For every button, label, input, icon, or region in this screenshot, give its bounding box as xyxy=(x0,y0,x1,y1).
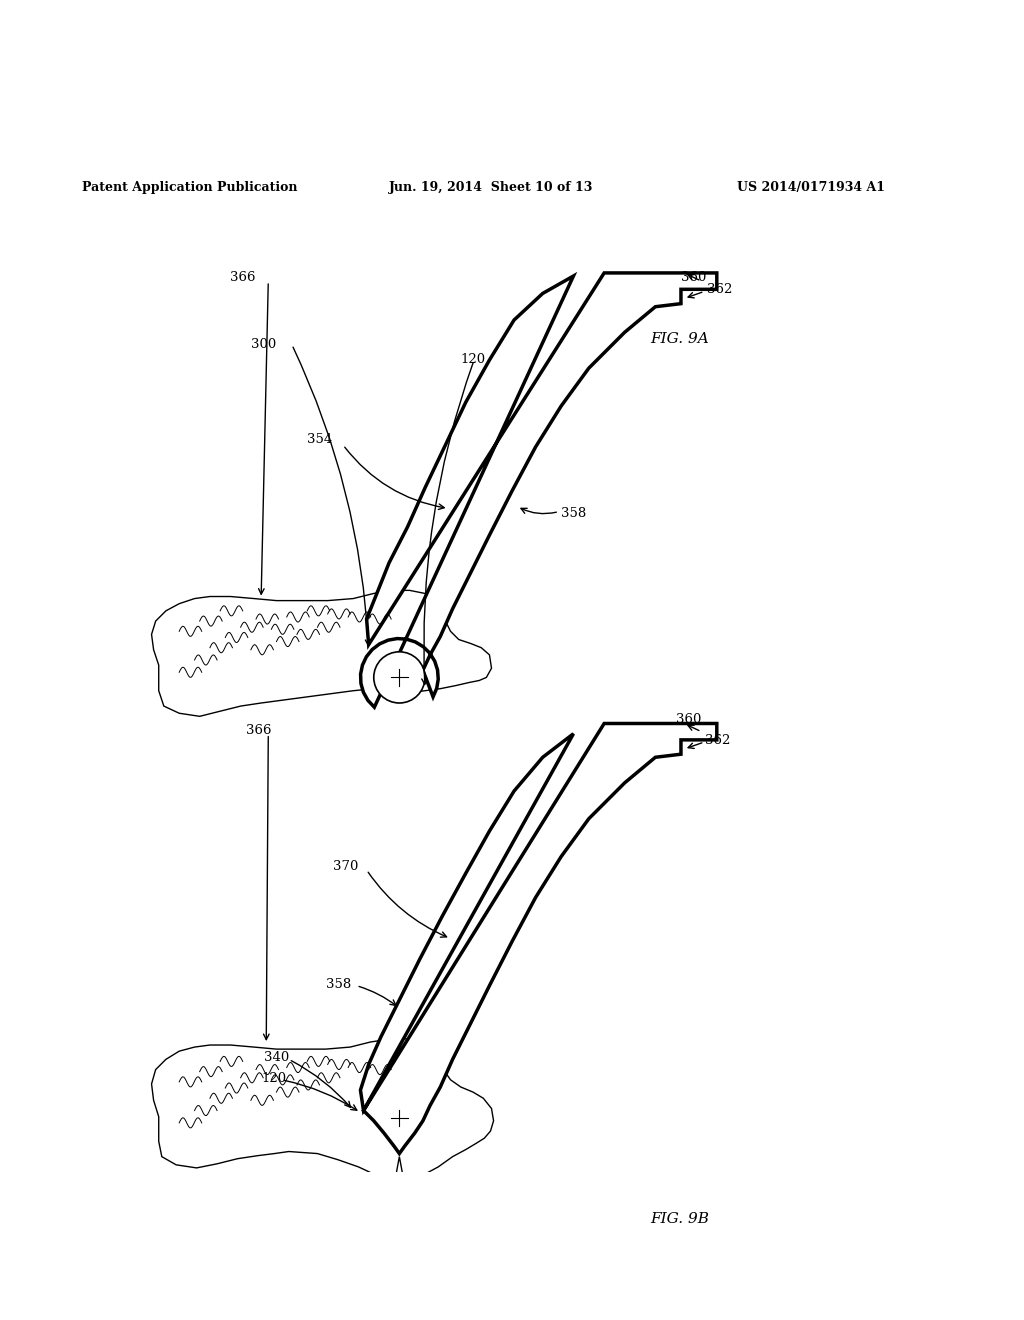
Polygon shape xyxy=(360,723,717,1154)
Text: 120: 120 xyxy=(461,352,486,366)
Text: US 2014/0171934 A1: US 2014/0171934 A1 xyxy=(737,181,886,194)
Text: 300: 300 xyxy=(251,338,276,351)
Text: 362: 362 xyxy=(707,284,732,297)
Text: 358: 358 xyxy=(561,507,587,520)
Text: 360: 360 xyxy=(676,714,701,726)
Text: 366: 366 xyxy=(230,271,256,284)
Text: FIG. 9B: FIG. 9B xyxy=(650,1212,710,1226)
Polygon shape xyxy=(152,1039,494,1184)
Text: 120: 120 xyxy=(261,1072,287,1085)
Text: 362: 362 xyxy=(705,734,730,747)
Text: Patent Application Publication: Patent Application Publication xyxy=(82,181,297,194)
Text: 340: 340 xyxy=(264,1052,290,1064)
Text: Jun. 19, 2014  Sheet 10 of 13: Jun. 19, 2014 Sheet 10 of 13 xyxy=(389,181,594,194)
Text: 360: 360 xyxy=(681,271,707,284)
Polygon shape xyxy=(360,273,717,708)
Text: 358: 358 xyxy=(326,978,351,991)
Text: 366: 366 xyxy=(246,723,271,737)
Circle shape xyxy=(374,652,425,704)
Text: FIG. 9A: FIG. 9A xyxy=(650,331,709,346)
Text: 370: 370 xyxy=(333,859,358,873)
Polygon shape xyxy=(152,590,492,717)
Text: 354: 354 xyxy=(307,433,333,446)
